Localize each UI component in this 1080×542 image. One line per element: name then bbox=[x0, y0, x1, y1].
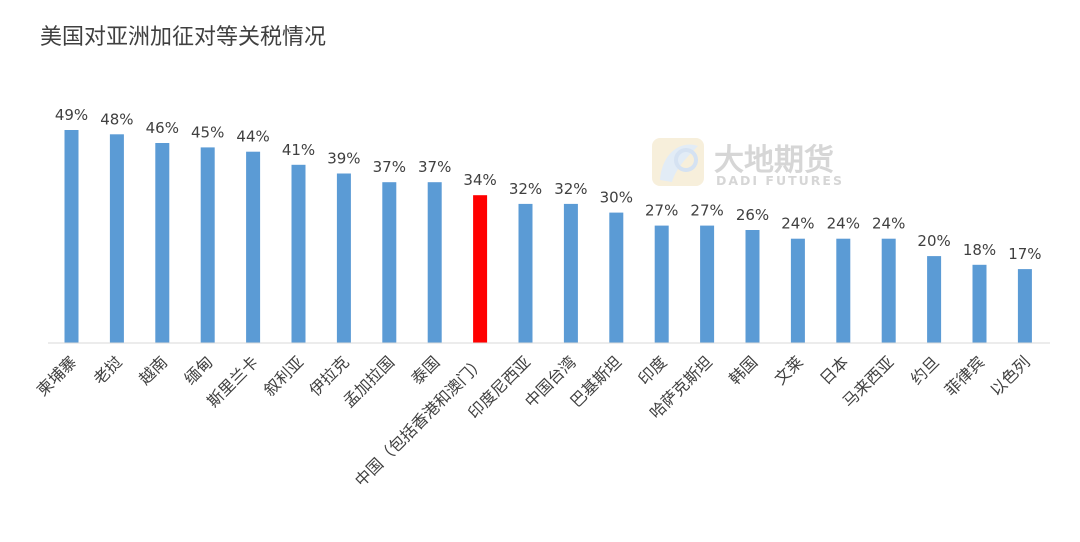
bar-9 bbox=[427, 182, 442, 343]
bar-3 bbox=[155, 143, 170, 343]
data-label-1: 49% bbox=[55, 106, 88, 124]
bar-2 bbox=[109, 134, 124, 343]
bar-11 bbox=[518, 203, 533, 343]
watermark: 大地期货 DADI FUTURES bbox=[652, 138, 844, 188]
bar-15 bbox=[700, 225, 715, 343]
data-label-10: 34% bbox=[463, 171, 496, 189]
bar-8 bbox=[382, 182, 397, 343]
bar-16 bbox=[745, 230, 760, 343]
data-label-4: 45% bbox=[191, 123, 224, 141]
chart-title: 美国对亚洲加征对等关税情况 bbox=[40, 25, 326, 50]
x-tick-label-17: 文莱 bbox=[771, 352, 807, 388]
bar-7 bbox=[336, 173, 351, 343]
data-label-9: 37% bbox=[418, 158, 451, 176]
watermark-name-cn: 大地期货 bbox=[714, 143, 834, 178]
data-label-5: 44% bbox=[236, 128, 269, 146]
x-tick-label-3: 越南 bbox=[135, 352, 171, 388]
data-label-14: 27% bbox=[645, 202, 678, 220]
x-tick-label-6: 叙利亚 bbox=[260, 352, 307, 399]
data-label-22: 17% bbox=[1008, 245, 1041, 263]
x-tick-label-22: 以色列 bbox=[986, 352, 1033, 399]
data-label-8: 37% bbox=[373, 158, 406, 176]
data-label-15: 27% bbox=[690, 202, 723, 220]
bar-4 bbox=[200, 147, 215, 343]
x-tick-label-2: 老挝 bbox=[90, 352, 126, 388]
data-label-19: 24% bbox=[872, 215, 905, 233]
x-tick-label-13: 巴基斯坦 bbox=[566, 352, 625, 411]
bar-17 bbox=[790, 238, 805, 343]
plot-area: 49%柬埔寨48%老挝46%越南45%缅甸44%斯里兰卡41%叙利亚39%伊拉克… bbox=[33, 106, 1042, 490]
bar-21 bbox=[972, 264, 987, 343]
x-tick-label-19: 马来西亚 bbox=[839, 352, 898, 411]
data-label-18: 24% bbox=[827, 215, 860, 233]
data-label-7: 39% bbox=[327, 150, 360, 168]
bar-6 bbox=[291, 164, 306, 343]
bar-10 bbox=[473, 195, 488, 343]
bar-12 bbox=[563, 203, 578, 343]
bar-13 bbox=[609, 212, 624, 343]
x-tick-label-4: 缅甸 bbox=[180, 352, 216, 388]
data-label-20: 20% bbox=[917, 232, 950, 250]
x-tick-label-20: 约旦 bbox=[907, 352, 943, 388]
bar-1 bbox=[64, 130, 79, 343]
data-label-13: 30% bbox=[600, 189, 633, 207]
data-label-12: 32% bbox=[554, 180, 587, 198]
data-label-16: 26% bbox=[736, 206, 769, 224]
x-tick-label-8: 孟加拉国 bbox=[339, 352, 398, 411]
data-label-17: 24% bbox=[781, 215, 814, 233]
bar-20 bbox=[927, 256, 942, 343]
x-tick-label-9: 泰国 bbox=[407, 352, 443, 388]
x-tick-label-21: 菲律宾 bbox=[941, 352, 988, 399]
x-tick-label-16: 韩国 bbox=[725, 352, 761, 388]
data-label-21: 18% bbox=[963, 241, 996, 259]
bar-18 bbox=[836, 238, 851, 343]
x-tick-label-1: 柬埔寨 bbox=[33, 352, 80, 399]
x-tick-label-5: 斯里兰卡 bbox=[203, 352, 262, 411]
dadi-logo-icon bbox=[652, 138, 704, 186]
data-label-11: 32% bbox=[509, 180, 542, 198]
bar-22 bbox=[1017, 269, 1032, 343]
bar-5 bbox=[246, 151, 261, 343]
x-tick-label-14: 印度 bbox=[634, 352, 670, 388]
data-label-3: 46% bbox=[146, 119, 179, 137]
data-label-2: 48% bbox=[100, 110, 133, 128]
watermark-name-en: DADI FUTURES bbox=[716, 173, 844, 188]
bar-19 bbox=[881, 238, 896, 343]
x-tick-label-18: 日本 bbox=[816, 352, 852, 388]
data-label-6: 41% bbox=[282, 141, 315, 159]
bar-14 bbox=[654, 225, 669, 343]
